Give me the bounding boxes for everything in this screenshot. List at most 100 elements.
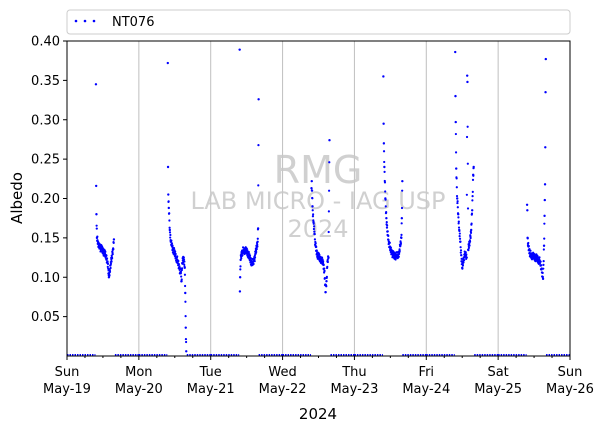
data-point-168	[180, 278, 183, 281]
data-point-107	[169, 236, 172, 239]
data-point-389	[382, 75, 385, 78]
data-point-580	[471, 195, 474, 198]
data-point-295	[310, 187, 313, 190]
data-point-414	[387, 234, 390, 237]
data-point-103	[168, 219, 171, 222]
data-point-372	[325, 285, 328, 288]
data-point-390	[382, 122, 385, 125]
data-point-336	[318, 253, 321, 257]
data-point-556	[466, 207, 470, 210]
data-point-391	[382, 142, 386, 145]
data-point-208	[241, 254, 244, 257]
data-point-535	[462, 259, 466, 262]
data-point-375	[325, 275, 328, 278]
data-point-187	[184, 291, 187, 295]
y-tick-label-6: 0.35	[31, 74, 60, 89]
data-point-4	[95, 227, 98, 230]
data-point-550	[465, 193, 468, 196]
data-point-311	[313, 233, 316, 236]
data-point-593	[527, 241, 530, 245]
data-point-400	[384, 198, 387, 201]
data-point-483	[400, 236, 403, 240]
y-axis-ticks: 0.05 0.10 0.15 0.20 0.25 0.30 0.35 0.40	[31, 35, 67, 325]
data-point-133	[174, 250, 177, 253]
data-point-385	[327, 210, 330, 213]
x-tick-label-0: Sun May-19	[43, 365, 91, 397]
data-point-293	[257, 144, 260, 147]
x-tick-label-4: Thu May-23	[330, 365, 378, 397]
data-point-485	[400, 222, 403, 225]
data-point-500	[456, 197, 459, 200]
data-point-415	[387, 238, 390, 242]
data-point-316	[314, 242, 317, 245]
data-point-588	[526, 209, 529, 212]
y-tick-label-3: 0.20	[31, 192, 60, 207]
data-point-511	[458, 229, 461, 233]
data-point-95	[166, 61, 169, 65]
data-point-82	[110, 260, 113, 263]
data-point-518	[459, 251, 462, 254]
data-point-671	[541, 277, 545, 281]
legend-marker-nt076	[74, 19, 96, 23]
data-point-156	[178, 265, 181, 268]
data-point-579	[471, 199, 474, 202]
data-point-306	[312, 222, 315, 225]
x-tick-label-2: Tue May-21	[187, 365, 235, 397]
legend-label-nt076: NT076	[112, 15, 154, 30]
data-point-108	[169, 233, 172, 237]
data-point-99	[167, 200, 170, 203]
data-point-186	[184, 284, 187, 288]
data-point-486	[400, 216, 404, 220]
x-tick-label-3: Wed May-22	[259, 365, 307, 397]
data-point-490	[454, 50, 457, 54]
data-point-654	[538, 262, 541, 265]
data-point-136	[174, 252, 177, 256]
data-point-85	[111, 257, 114, 260]
data-point-303	[312, 213, 315, 216]
data-point-679	[543, 214, 546, 218]
data-point-678	[543, 222, 546, 225]
data-point-561	[467, 246, 471, 249]
data-point-669	[541, 271, 544, 275]
data-point-3	[95, 224, 98, 227]
data-point-281	[255, 250, 258, 254]
data-point-294	[257, 98, 260, 101]
data-point-365	[323, 276, 326, 280]
data-point-377	[326, 265, 329, 268]
data-point-428	[389, 246, 393, 249]
data-point-495	[455, 167, 458, 170]
data-point-7	[96, 235, 99, 238]
data-point-493	[454, 132, 457, 136]
data-point-350	[320, 256, 324, 259]
data-point-322	[315, 249, 318, 252]
data-point-167	[180, 279, 183, 283]
data-point-202	[240, 257, 243, 260]
data-point-544	[464, 251, 467, 254]
data-point-307	[312, 227, 316, 231]
data-point-553	[466, 80, 469, 84]
data-point-97	[167, 193, 170, 196]
data-point-509	[457, 226, 461, 229]
data-point-675	[542, 248, 545, 251]
data-point-197	[239, 268, 242, 271]
data-point-407	[385, 226, 389, 229]
data-point-304	[312, 219, 315, 222]
data-point-508	[457, 220, 460, 223]
data-point-267	[252, 262, 255, 266]
data-point-408	[386, 224, 389, 227]
data-point-491	[454, 94, 457, 98]
x-tick-label-7: Sun May-26	[546, 365, 594, 397]
data-point-547	[465, 253, 468, 256]
data-point-501	[456, 201, 459, 205]
data-point-71	[108, 274, 111, 277]
data-point-497	[455, 177, 458, 180]
data-point-356	[322, 260, 325, 263]
data-point-161	[179, 267, 182, 270]
data-point-681	[543, 183, 547, 186]
data-point-395	[383, 170, 386, 173]
data-point-62	[106, 265, 109, 268]
data-point-301	[311, 209, 314, 212]
data-point-552	[466, 74, 469, 77]
data-point-411	[386, 230, 389, 233]
data-point-670	[541, 275, 544, 279]
